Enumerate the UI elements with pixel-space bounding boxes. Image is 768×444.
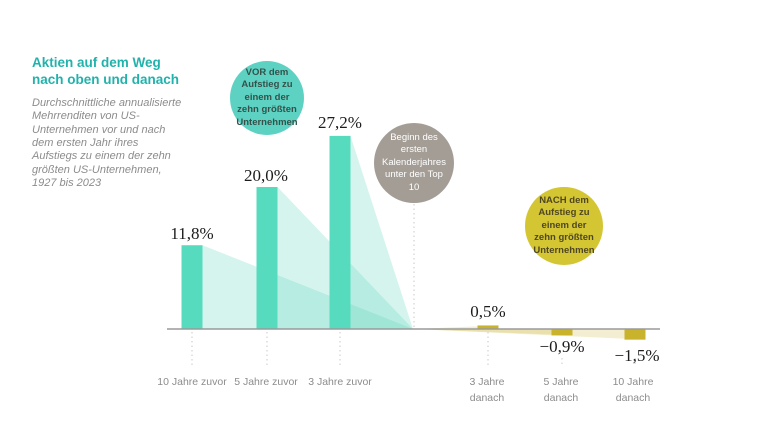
axis-label-3y-after: 3 Jahre danach <box>469 376 505 405</box>
annotation-event-label: Beginn des ersten Kalenderjahres unter d… <box>382 132 446 193</box>
value-label-10y-before: 11,8% <box>170 224 214 243</box>
axis-label-10y-after: 10 Jahre danach <box>612 376 654 405</box>
value-label-10y-after: −1,5% <box>614 346 660 365</box>
bar-1 <box>256 187 278 329</box>
bar-3 <box>477 325 499 329</box>
annotation-before-label: VOR dem Aufstieg zu einem der zehn größt… <box>236 67 298 128</box>
tick-lines-layer <box>191 332 636 367</box>
page-subtitle: Durchschnittliche annualisierte Mehrrend… <box>32 96 182 190</box>
value-label-3y-after: 0,5% <box>470 302 506 321</box>
value-label-3y-before: 27,2% <box>318 113 362 132</box>
fan-wedge <box>413 329 646 340</box>
bar-2 <box>329 135 351 329</box>
annotation-after-label: NACH dem Aufstieg zu einem der zehn größ… <box>533 195 595 256</box>
fan-wedge <box>202 245 413 329</box>
axis-label-5y-after: 5 Jahre danach <box>543 376 579 405</box>
fan-wedge <box>413 325 499 329</box>
bar-4 <box>551 329 573 336</box>
annotation-circle-before: VOR dem Aufstieg zu einem der zehn größt… <box>230 61 304 135</box>
fan-wedge <box>350 135 413 329</box>
fan-wedge <box>413 329 573 336</box>
page-title: Aktien auf dem Weg nach oben und danach <box>32 55 180 87</box>
value-label-5y-after: −0,9% <box>539 337 585 356</box>
annotation-circle-after: NACH dem Aufstieg zu einem der zehn größ… <box>525 187 603 265</box>
axis-label-10y-before: 10 Jahre zuvor <box>157 376 227 388</box>
annotation-circle-event: Beginn des ersten Kalenderjahres unter d… <box>374 123 454 203</box>
axis-label-5y-before: 5 Jahre zuvor <box>234 376 298 388</box>
value-label-5y-before: 20,0% <box>244 166 288 185</box>
bar-5 <box>624 329 646 340</box>
bars-layer <box>181 135 646 340</box>
axis-label-3y-before: 3 Jahre zuvor <box>308 376 372 388</box>
bar-0 <box>181 245 203 329</box>
chart-header: Aktien auf dem Weg nach oben und danach … <box>32 55 184 191</box>
